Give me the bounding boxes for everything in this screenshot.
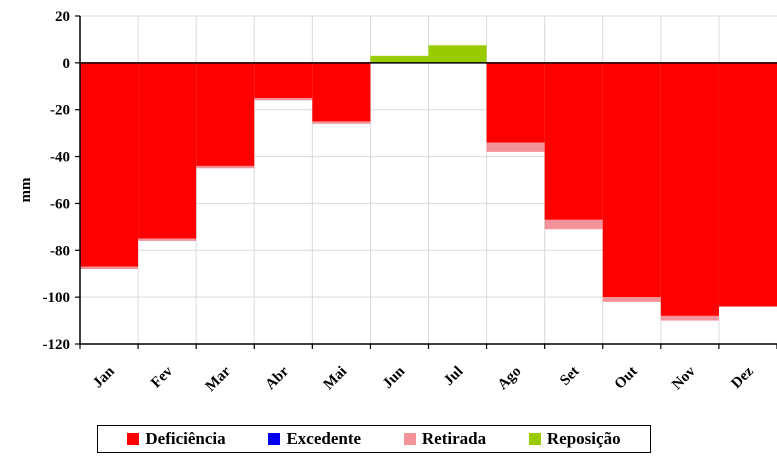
x-tick-label: Jun bbox=[380, 363, 409, 392]
bar-deficiencia-Out bbox=[602, 62, 661, 298]
legend-item: Retirada bbox=[403, 429, 487, 449]
x-tick-label: Mai bbox=[321, 364, 351, 394]
bar-deficiencia-Mar bbox=[196, 62, 255, 166]
legend-label: Deficiência bbox=[145, 429, 226, 448]
bar-reposicao-Jul bbox=[428, 45, 487, 63]
bar-deficiencia-Nov bbox=[660, 62, 719, 316]
y-tick-label: 0 bbox=[63, 56, 71, 72]
legend-item: Reposição bbox=[528, 429, 621, 449]
bar-deficiencia-Mai bbox=[312, 62, 371, 122]
bar-retirada-Mai bbox=[312, 121, 371, 124]
legend-label: Excedente bbox=[286, 429, 362, 448]
y-tick-label: -60 bbox=[50, 196, 70, 212]
legend-swatch bbox=[403, 433, 416, 445]
legend-item: Deficiência bbox=[127, 429, 226, 449]
legend-item: Excedente bbox=[268, 429, 361, 449]
bar-deficiencia-Jan bbox=[80, 62, 139, 267]
legend-label: Retirada bbox=[421, 429, 487, 448]
y-tick-label: -120 bbox=[43, 337, 71, 353]
bar-retirada-Nov bbox=[660, 315, 719, 321]
axes bbox=[75, 15, 777, 349]
bar-deficiencia-Fev bbox=[138, 62, 197, 239]
y-tick-label: -100 bbox=[43, 290, 71, 306]
x-tick-label: Nov bbox=[669, 363, 699, 393]
legend-swatch bbox=[528, 433, 541, 445]
x-tick-label: Jul bbox=[441, 364, 466, 389]
bar-retirada-Fev bbox=[138, 238, 197, 241]
legend-label: Reposição bbox=[546, 429, 621, 448]
y-tick-label: -20 bbox=[50, 103, 70, 119]
bar-deficiencia-Abr bbox=[254, 62, 313, 98]
bar-retirada-Jan bbox=[80, 266, 139, 270]
bar-retirada-Abr bbox=[254, 98, 313, 101]
x-tick-label: Out bbox=[612, 364, 641, 393]
x-tick-label: Mar bbox=[203, 363, 235, 395]
x-tick-label: Set bbox=[557, 364, 582, 389]
legend-swatch bbox=[268, 433, 281, 445]
x-tick-labels: Jan Fev Mar Abr Mai Jun Jul Ago Set Out Nov Dez bbox=[90, 363, 757, 395]
bar-reposicao-Jun bbox=[370, 55, 429, 63]
x-tick-label: Abr bbox=[263, 363, 293, 393]
y-tick-label: -80 bbox=[50, 243, 70, 259]
bars bbox=[80, 45, 777, 321]
x-tick-label: Ago bbox=[495, 364, 525, 394]
legend-swatch bbox=[127, 433, 140, 445]
x-tick-label: Dez bbox=[728, 363, 757, 392]
y-tick-label: -40 bbox=[50, 150, 70, 166]
bar-retirada-Out bbox=[602, 297, 661, 302]
y-tick-label: 20 bbox=[55, 9, 70, 25]
legend: Deficiência Excedente Retirada Reposição bbox=[97, 425, 651, 453]
x-tick-label: Jan bbox=[90, 363, 118, 391]
bar-deficiencia-Set bbox=[544, 62, 603, 220]
x-tick-label: Fev bbox=[148, 363, 176, 391]
bar-retirada-Set bbox=[544, 219, 603, 230]
y-tick-labels: 20 0 -20 -40 -60 -80 -100 -120 bbox=[43, 9, 71, 353]
bar-deficiencia-Ago bbox=[486, 62, 545, 143]
bar-retirada-Mar bbox=[196, 165, 255, 169]
bar-retirada-Ago bbox=[486, 142, 545, 152]
y-axis-label: mm bbox=[18, 177, 34, 202]
bar-deficiencia-Dez bbox=[718, 62, 777, 307]
